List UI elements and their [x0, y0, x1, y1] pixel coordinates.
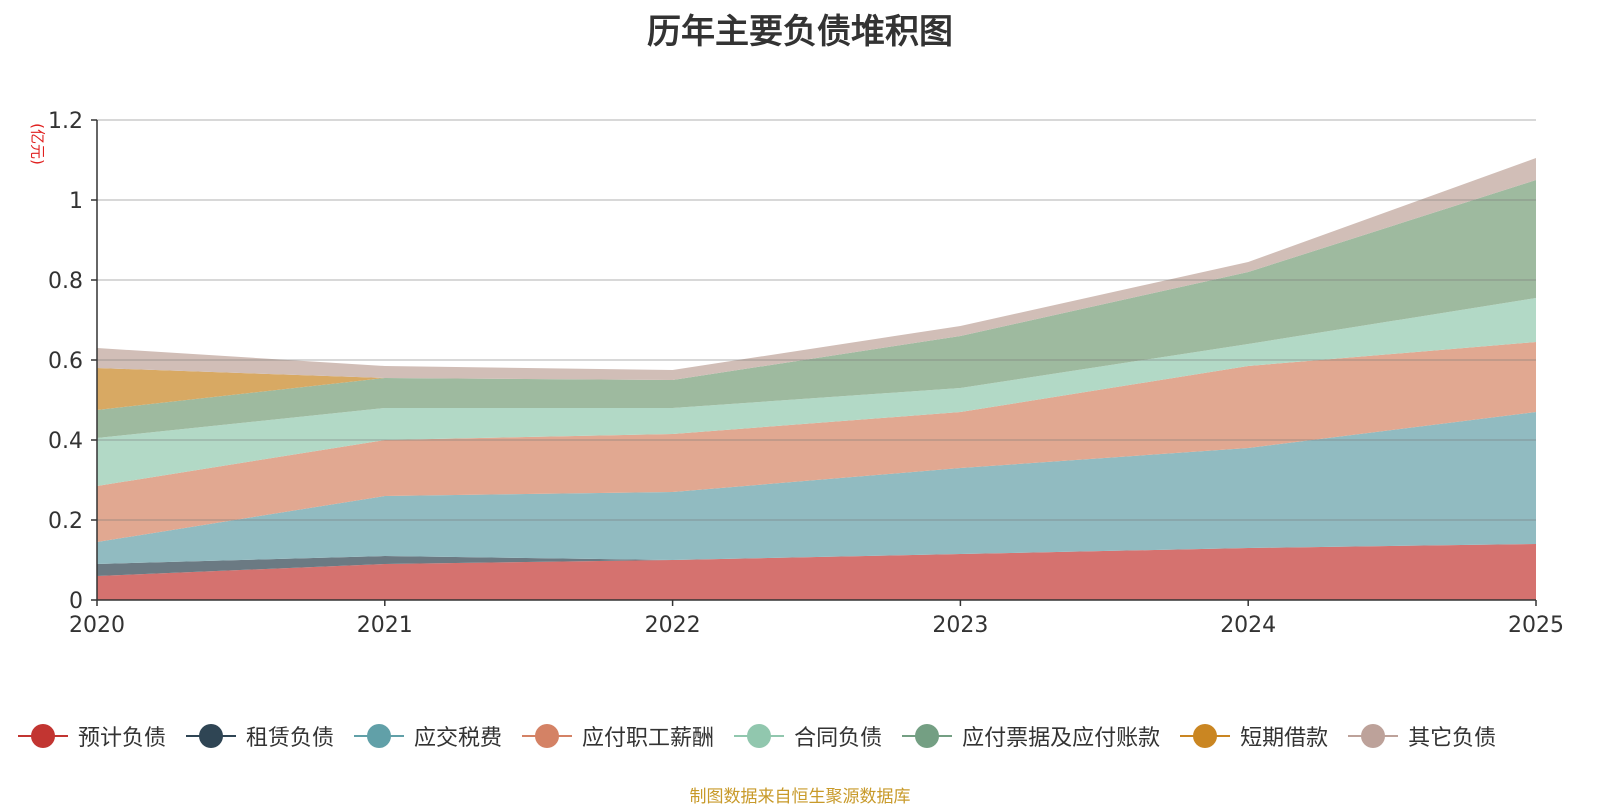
area-series-2 [97, 412, 1536, 564]
area-series-6 [97, 180, 1536, 410]
area-series-5 [97, 180, 1536, 438]
legend-label: 应付职工薪酬 [582, 726, 715, 751]
chart-title: 历年主要负债堆积图 [647, 12, 953, 52]
legend-marker-dot [535, 724, 560, 748]
legend-label: 短期借款 [1240, 726, 1329, 751]
legend-marker-dot [1193, 724, 1218, 748]
legend-marker-dot [199, 724, 224, 748]
legend-marker-dot [367, 724, 392, 748]
legend-marker-dot [747, 724, 772, 748]
legend-marker-icon [902, 724, 953, 748]
y-tick-label: 0 [69, 589, 83, 614]
area-series-3 [97, 342, 1536, 542]
x-tick-label: 2020 [69, 613, 125, 638]
legend-marker-dot [31, 724, 55, 748]
legend-item[interactable]: 应交税费 [354, 720, 502, 752]
x-tick-label: 2022 [645, 613, 701, 638]
legend-item[interactable]: 其它负债 [1348, 720, 1496, 752]
area-series-7 [97, 158, 1536, 380]
y-tick-label: 0.6 [48, 349, 83, 374]
legend-marker-icon [18, 724, 68, 748]
y-tick-label: 0.4 [48, 429, 83, 454]
y-tick-label: 1 [69, 189, 83, 214]
legend-marker-icon [1348, 724, 1399, 748]
legend-marker-icon [522, 724, 573, 748]
x-tick-label: 2021 [357, 613, 413, 638]
legend-marker-icon [1180, 724, 1231, 748]
y-tick-label: 0.2 [48, 509, 83, 534]
y-tick-label: 1.2 [48, 109, 83, 134]
legend-label: 预计负债 [78, 726, 167, 751]
x-tick-label: 2025 [1508, 613, 1564, 638]
data-source-note: 制图数据来自恒生聚源数据库 [689, 787, 911, 807]
legend-label: 租赁负债 [246, 726, 335, 751]
legend-label: 应交税费 [414, 726, 503, 751]
legend-item[interactable]: 预计负债 [18, 720, 166, 752]
y-tick-label: 0.8 [48, 269, 83, 294]
legend-marker-dot [915, 724, 940, 748]
legend-marker-icon [354, 724, 405, 748]
legend-item[interactable]: 租赁负债 [186, 720, 334, 752]
legend-item[interactable]: 短期借款 [1180, 720, 1328, 752]
legend-item[interactable]: 合同负债 [734, 720, 882, 752]
legend-marker-dot [1361, 724, 1386, 748]
legend-item[interactable]: 应付票据及应付账款 [902, 720, 1160, 752]
legend-item[interactable]: 应付职工薪酬 [522, 720, 714, 752]
area-series-1 [97, 544, 1536, 576]
legend-marker-icon [734, 724, 785, 748]
legend-marker-icon [186, 724, 237, 748]
legend-label: 其它负债 [1408, 726, 1497, 751]
legend-label: 应付票据及应付账款 [962, 726, 1161, 751]
x-tick-label: 2023 [932, 613, 988, 638]
area-series-0 [97, 544, 1536, 600]
chart-legend: 预计负债 租赁负债 应交税费 应付职工薪酬 合同负债 应付票据及应付账款 短期借款 其它负债 [18, 720, 1496, 752]
x-tick-label: 2024 [1220, 613, 1276, 638]
legend-label: 合同负债 [794, 726, 883, 751]
